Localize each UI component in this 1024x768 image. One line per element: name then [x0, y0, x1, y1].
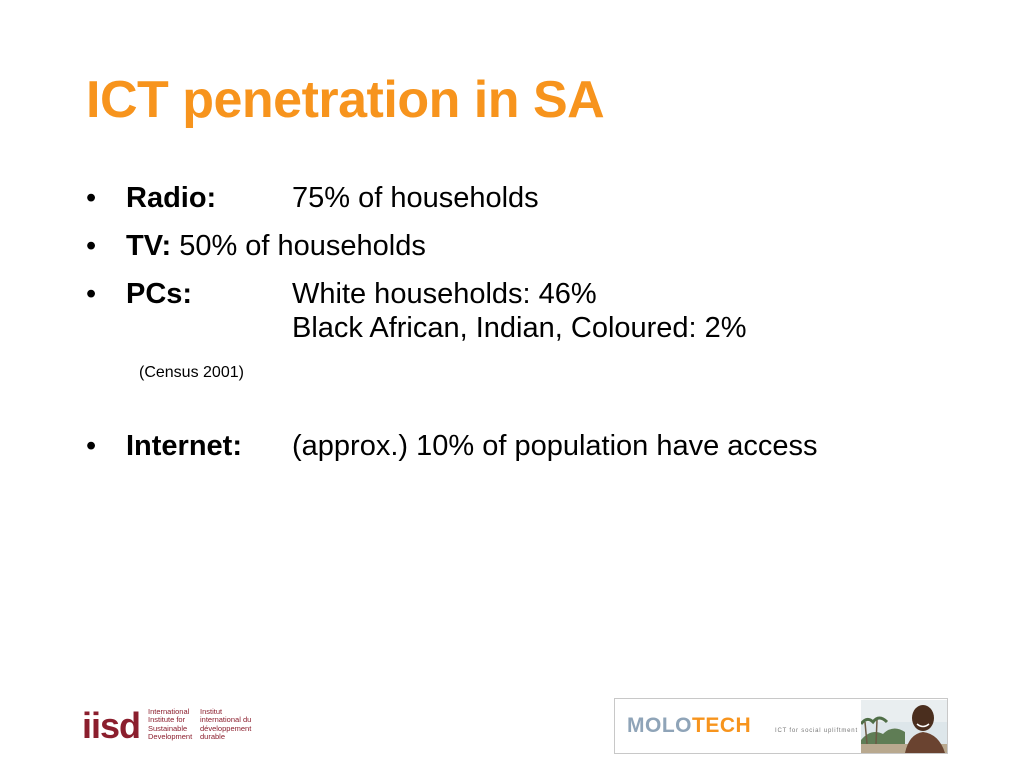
iisd-en-line: Institute for [148, 715, 186, 725]
radio-value: 75% of households [292, 182, 539, 214]
iisd-fr-line: international du [200, 715, 252, 725]
molotech-tagline: ICT for social upliftment [775, 728, 858, 734]
tv-label: TV: [126, 230, 172, 262]
tv-value: 50% of households [179, 230, 426, 262]
tv-line: TV: 50% of households [126, 226, 426, 266]
radio-label: Radio: [126, 182, 217, 214]
iisd-logo: iisd International Institute for Sustain… [82, 706, 262, 746]
pcs-value-other: Black African, Indian, Coloured: 2% [292, 312, 747, 344]
iisd-wordmark: iisd [82, 705, 141, 746]
pcs-value-white: White households: 46% [292, 278, 597, 310]
bullet-internet: • Internet: (approx.) 10% of population … [86, 426, 986, 474]
molotech-logo: MOLOTECH ICT for social upliftment [614, 698, 948, 754]
molotech-word-molo: MOLO [627, 714, 692, 737]
iisd-english-name: International Institute for Sustainable … [148, 707, 193, 741]
bullet-dot: • [86, 430, 97, 462]
iisd-en-line: Sustainable [148, 723, 188, 733]
molotech-wordmark: MOLOTECH [627, 714, 751, 738]
census-note: (Census 2001) [139, 364, 244, 381]
internet-label: Internet: [126, 430, 242, 462]
bullet-tv: • TV: 50% of households [86, 226, 986, 274]
bullet-radio: • Radio: 75% of households [86, 178, 986, 226]
iisd-french-name: Institut international du développement … [200, 707, 252, 741]
iisd-fr-line: Institut [200, 707, 223, 716]
bullet-list: • Radio: 75% of households • TV: 50% of … [86, 178, 986, 350]
iisd-en-line: International [148, 707, 190, 716]
bullet-dot: • [86, 278, 97, 310]
slide-title: ICT penetration in SA [86, 71, 605, 129]
iisd-fr-line: durable [200, 731, 226, 741]
pcs-label: PCs: [126, 278, 193, 310]
internet-value: (approx.) 10% of population have access [292, 430, 818, 462]
bullet-dot: • [86, 182, 97, 214]
bullet-dot: • [86, 230, 97, 262]
bullet-pcs: • PCs: White households: 46% Black Afric… [86, 274, 986, 350]
iisd-en-line: Development [148, 731, 193, 741]
iisd-fr-line: développement [200, 723, 252, 733]
molotech-word-tech: TECH [692, 714, 752, 737]
child-photo-image [861, 700, 947, 753]
